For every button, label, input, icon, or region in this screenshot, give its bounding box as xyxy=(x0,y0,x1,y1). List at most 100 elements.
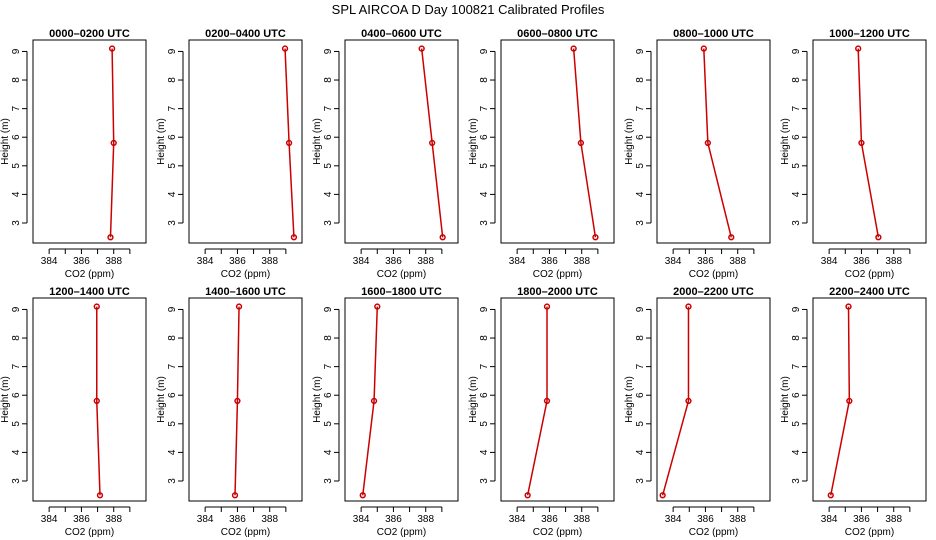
profile-point xyxy=(234,397,241,405)
y-tick-label: 7 xyxy=(635,363,646,369)
chart-panel: 1000–1200 UTC 384 386 388 CO2 (ppm) 3 4 5 6 7 8 9 He… xyxy=(780,28,927,280)
x-tick-label: 384 xyxy=(665,256,682,267)
plot-frame xyxy=(344,297,459,502)
x-tick-label: 386 xyxy=(853,256,870,267)
profile-point xyxy=(728,234,735,241)
profile-line xyxy=(661,306,690,496)
plot-frame xyxy=(344,39,459,244)
y-tick-label: 6 xyxy=(11,392,22,398)
y-tick-label: 8 xyxy=(323,77,334,83)
profile-point xyxy=(93,303,100,310)
panel-title: 1000–1200 UTC xyxy=(829,28,910,40)
profile-point xyxy=(845,303,852,310)
y-tick-label: 5 xyxy=(635,163,646,169)
chart-panel: 1600–1800 UTC 384 386 388 CO2 (ppm) 3 4 5 6 7 8 9 He… xyxy=(312,286,459,538)
profile-point xyxy=(685,397,692,405)
y-tick-label: 4 xyxy=(791,449,802,455)
profile-point xyxy=(524,492,531,499)
y-tick-label: 6 xyxy=(791,134,802,140)
y-tick-label: 8 xyxy=(479,77,490,83)
y-tick-label: 3 xyxy=(167,478,178,484)
x-tick-label: 388 xyxy=(573,256,590,267)
x-tick-label: 384 xyxy=(41,256,58,267)
profile-point xyxy=(231,492,239,499)
y-axis-label: Height (m) xyxy=(0,376,11,423)
y-tick-label: 7 xyxy=(11,363,22,369)
y-axis-label: Height (m) xyxy=(624,376,635,423)
y-tick-label: 9 xyxy=(11,48,22,54)
chart-panel: 0800–1000 UTC 384 386 388 CO2 (ppm) 3 4 5 6 7 8 9 He… xyxy=(624,28,771,280)
y-tick-label: 3 xyxy=(635,220,646,226)
y-tick-label: 8 xyxy=(635,335,646,341)
y-tick-label: 6 xyxy=(11,134,22,140)
y-tick-label: 3 xyxy=(11,220,22,226)
x-tick-label: 386 xyxy=(73,514,90,525)
y-tick-label: 5 xyxy=(479,421,490,427)
profile-line xyxy=(830,306,851,496)
x-tick-label: 388 xyxy=(729,256,746,267)
profile-line xyxy=(109,48,115,238)
x-tick-label: 384 xyxy=(509,256,526,267)
profile-point xyxy=(543,397,551,405)
profile-point xyxy=(846,397,853,405)
profile-point xyxy=(93,397,100,405)
plot-frame xyxy=(500,39,615,244)
chart-panel: 0400–0600 UTC 384 386 388 CO2 (ppm) 3 4 5 6 7 8 9 He… xyxy=(312,28,459,280)
profile-point xyxy=(429,139,436,147)
y-tick-label: 9 xyxy=(791,48,802,54)
y-axis-label: Height (m) xyxy=(468,118,479,165)
figure-title: SPL AIRCOA D Day 100821 Calibrated Profi… xyxy=(332,2,605,17)
profile-point xyxy=(592,234,599,241)
chart-panel: 0200–0400 UTC 384 386 388 CO2 (ppm) 3 4 5 6 7 8 9 He… xyxy=(156,28,303,280)
y-axis-label: Height (m) xyxy=(624,118,635,165)
profile-point xyxy=(659,492,666,499)
chart-panel: 0600–0800 UTC 384 386 388 CO2 (ppm) 3 4 5 6 7 8 9 He… xyxy=(468,28,615,280)
profile-point xyxy=(418,45,425,52)
y-tick-label: 4 xyxy=(479,191,490,197)
y-tick-label: 5 xyxy=(167,421,178,427)
y-tick-label: 4 xyxy=(11,191,22,197)
chart-panel: 2200–2400 UTC 384 386 388 CO2 (ppm) 3 4 5 6 7 8 9 He… xyxy=(780,286,927,538)
x-tick-label: 384 xyxy=(353,514,370,525)
panel-title: 1400–1600 UTC xyxy=(205,286,286,298)
profile-point xyxy=(370,397,378,405)
profile-line xyxy=(857,48,880,238)
x-axis-label: CO2 (ppm) xyxy=(221,527,270,538)
y-tick-label: 6 xyxy=(323,134,334,140)
y-tick-label: 4 xyxy=(11,449,22,455)
x-tick-label: 386 xyxy=(541,256,558,267)
panel-title: 0000–0200 UTC xyxy=(49,28,130,40)
y-tick-label: 8 xyxy=(167,335,178,341)
y-tick-label: 4 xyxy=(479,449,490,455)
y-tick-label: 8 xyxy=(635,77,646,83)
y-tick-label: 5 xyxy=(323,163,334,169)
panel-title: 0600–0800 UTC xyxy=(517,28,598,40)
y-tick-label: 3 xyxy=(323,478,334,484)
y-tick-label: 3 xyxy=(479,478,490,484)
y-tick-label: 7 xyxy=(635,105,646,111)
y-tick-label: 3 xyxy=(791,220,802,226)
x-tick-label: 384 xyxy=(353,256,370,267)
y-tick-label: 9 xyxy=(479,48,490,54)
x-tick-label: 388 xyxy=(885,514,902,525)
y-tick-label: 7 xyxy=(323,105,334,111)
y-tick-label: 7 xyxy=(11,105,22,111)
chart-panel: 1400–1600 UTC 384 386 388 CO2 (ppm) 3 4 5 6 7 8 9 He… xyxy=(156,286,303,538)
chart-panel: 0000–0200 UTC 384 386 388 CO2 (ppm) 3 4 5 6 7 8 9 He… xyxy=(0,28,147,280)
x-tick-label: 384 xyxy=(665,514,682,525)
y-tick-label: 8 xyxy=(11,77,22,83)
profile-point xyxy=(359,492,366,499)
x-tick-label: 386 xyxy=(697,514,714,525)
y-tick-label: 6 xyxy=(167,134,178,140)
y-axis-label: Height (m) xyxy=(156,376,167,423)
plot-frame xyxy=(656,297,771,502)
profile-line xyxy=(362,306,379,496)
x-axis-label: CO2 (ppm) xyxy=(845,269,894,280)
y-tick-label: 3 xyxy=(479,220,490,226)
profile-point xyxy=(827,492,834,499)
x-axis-label: CO2 (ppm) xyxy=(65,269,114,280)
y-tick-label: 6 xyxy=(635,134,646,140)
profile-line xyxy=(420,48,444,238)
profile-line xyxy=(284,48,295,238)
